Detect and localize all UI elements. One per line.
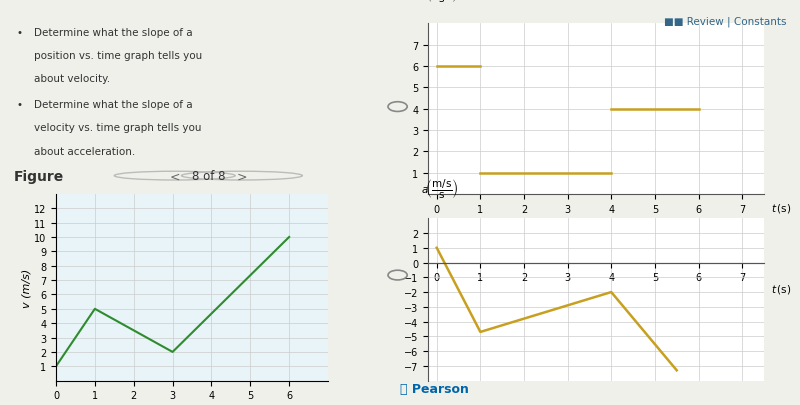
- Text: •: •: [17, 100, 22, 110]
- Text: $t\,\mathrm{(s)}$: $t\,\mathrm{(s)}$: [770, 282, 791, 295]
- Text: $t\,\mathrm{(s)}$: $t\,\mathrm{(s)}$: [770, 202, 791, 215]
- Text: Determine what the slope of a: Determine what the slope of a: [34, 28, 192, 38]
- Text: $a\!\left(\dfrac{\mathrm{m/s}}{\mathrm{s}}\right)$: $a\!\left(\dfrac{\mathrm{m/s}}{\mathrm{s…: [422, 0, 459, 4]
- Text: Figure: Figure: [14, 169, 64, 183]
- Text: <: <: [170, 170, 180, 183]
- Text: Ⓟ Pearson: Ⓟ Pearson: [400, 382, 469, 395]
- Text: Determine what the slope of a: Determine what the slope of a: [34, 100, 192, 110]
- Text: about acceleration.: about acceleration.: [34, 146, 135, 156]
- Text: ■■ Review | Constants: ■■ Review | Constants: [664, 16, 786, 27]
- Text: >: >: [237, 170, 247, 183]
- Text: $a\!\left(\dfrac{\mathrm{m/s}}{\mathrm{s}}\right)$: $a\!\left(\dfrac{\mathrm{m/s}}{\mathrm{s…: [422, 176, 459, 199]
- Text: velocity vs. time graph tells you: velocity vs. time graph tells you: [34, 123, 201, 133]
- Y-axis label: v (m/s): v (m/s): [21, 268, 31, 307]
- Text: •: •: [17, 28, 22, 38]
- Text: 8 of 8: 8 of 8: [191, 170, 225, 183]
- Text: about velocity.: about velocity.: [34, 74, 110, 84]
- Text: position vs. time graph tells you: position vs. time graph tells you: [34, 51, 202, 61]
